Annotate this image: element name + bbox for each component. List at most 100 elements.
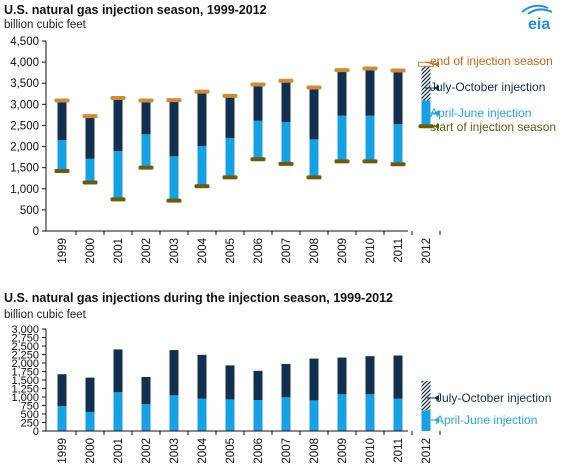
july-october-bar	[225, 365, 235, 400]
chart-1-y-tick-label: 0	[33, 226, 39, 238]
july-october-bar	[281, 364, 291, 398]
chart-2-x-tick-label: 2012	[421, 438, 433, 464]
end-of-season-marker	[166, 98, 182, 103]
chart-2-y-tick-label: 0	[33, 426, 39, 438]
legend-april-june-injection-arrow	[434, 110, 439, 116]
chart-2-y-tick-label: 2,750	[11, 333, 39, 345]
chart-2-y-tick-label: 2,500	[11, 341, 39, 353]
chart-1-x-tick-label: 2011	[393, 238, 405, 263]
chart-1-y-tick-label: 4,000	[10, 57, 39, 69]
july-october-bar	[393, 355, 403, 399]
chart-2-x-tick-label: 2006	[253, 438, 265, 464]
end-of-season-marker	[194, 89, 210, 94]
end-of-season-marker	[390, 68, 406, 73]
chart-1-y-tick-label: 2,000	[10, 142, 39, 154]
april-june-bar	[309, 400, 319, 431]
april-june-bar	[337, 394, 347, 431]
legend-2-july-october-injection-arrow	[434, 395, 439, 401]
legend-april-june-injection-label: April-June injection	[430, 106, 531, 120]
april-june-bar	[169, 156, 179, 201]
chart-2-title: U.S. natural gas injections during the i…	[4, 291, 394, 305]
july-october-bar	[421, 64, 431, 101]
chart-1-y-tick-label: 3,500	[10, 78, 39, 90]
july-october-bar	[57, 374, 67, 407]
april-june-bar	[85, 158, 95, 183]
july-october-bar	[225, 95, 235, 139]
legend-july-october-injection-label: July-October injection	[430, 80, 545, 94]
chart-2-y-tick-label: 2,250	[11, 350, 39, 362]
start-of-season-marker	[82, 180, 98, 185]
chart-1-y-tick-label: 4,500	[10, 36, 39, 48]
chart-2-x-tick-label: 2009	[337, 438, 349, 464]
april-june-bar	[393, 124, 403, 165]
april-june-bar	[365, 394, 375, 431]
chart-1-x-tick-label: 2006	[253, 238, 265, 264]
legend-july-october-injection-arrow	[434, 85, 439, 91]
chart-1-y-tick-label: 500	[20, 205, 39, 217]
legend-2-april-june-injection-label: April-June injection	[436, 413, 537, 427]
chart-2-y-tick-label: 2,000	[11, 358, 39, 370]
april-june-bar	[281, 122, 291, 164]
end-of-season-marker	[334, 68, 350, 73]
july-october-bar	[113, 98, 123, 152]
start-of-season-marker	[306, 175, 322, 180]
chart-1-x-tick-label: 2000	[85, 238, 97, 264]
chart-2-y-tick-label: 1,750	[11, 367, 39, 379]
legend-2-july-october-injection-label: July-October injection	[436, 391, 551, 405]
chart-1-x-tick-label: 2008	[309, 238, 321, 264]
chart-2-x-tick-label: 2002	[141, 438, 153, 464]
logo-text: eia	[528, 16, 550, 32]
july-october-bar	[141, 376, 151, 405]
chart-2-x-tick-label: 2003	[169, 438, 181, 464]
april-june-bar	[113, 151, 123, 200]
april-june-bar	[225, 399, 235, 431]
july-october-bar	[309, 358, 319, 401]
chart-2-y-tick-label: 3,000	[11, 324, 39, 336]
april-june-bar	[197, 398, 207, 431]
eia-logo: eia	[521, 4, 553, 32]
chart-2-x-tick-label: 2008	[309, 438, 321, 464]
chart-2-y-tick-label: 1,250	[11, 384, 39, 396]
legend-end-of-injection-season-leader	[424, 61, 436, 65]
july-october-bar	[365, 356, 375, 395]
start-of-season-marker	[138, 165, 154, 170]
start-of-season-marker	[334, 159, 350, 164]
legend-start-of-injection-season-label: start of injection season	[430, 120, 556, 134]
april-june-bar	[253, 400, 263, 431]
chart-1-y-tick-label: 2,500	[10, 120, 39, 132]
start-of-season-marker	[250, 157, 266, 162]
injection-season-chart: 0 500 1,000 1,500 2,000 2,500 3,000 3,500 4,000 4…	[10, 36, 556, 264]
end-of-season-marker	[278, 78, 294, 83]
april-june-bar	[169, 395, 179, 431]
chart-1-y-tick-label: 1,000	[10, 184, 39, 196]
april-june-bar	[365, 115, 375, 162]
start-of-season-marker	[110, 197, 126, 202]
july-october-bar	[337, 357, 347, 395]
start-of-season-marker	[222, 175, 238, 180]
chart-1-x-tick-label: 2003	[169, 238, 181, 264]
chart-1-x-tick-label: 1999	[57, 238, 69, 264]
end-of-season-marker	[222, 93, 238, 98]
july-october-bar	[141, 100, 151, 135]
legend-start-of-injection-season-arrow	[434, 123, 439, 130]
end-of-season-marker	[82, 114, 98, 119]
chart-1-y-tick-label: 3,000	[10, 99, 39, 111]
april-june-bar	[225, 138, 235, 178]
april-june-bar	[141, 404, 151, 431]
april-june-bar	[113, 392, 123, 431]
july-october-bar	[57, 100, 67, 141]
july-october-bar	[197, 354, 207, 399]
start-of-season-marker	[418, 124, 434, 129]
chart-2-y-tick-label: 250	[21, 418, 39, 430]
april-june-bar	[57, 406, 67, 431]
chart-2-y-tick-label: 1,000	[11, 392, 39, 404]
july-october-bar	[253, 84, 263, 121]
april-june-bar	[281, 397, 291, 431]
chart-1-x-tick-label: 2007	[281, 238, 293, 264]
end-of-season-marker	[362, 66, 378, 71]
chart-2-y-tick-label: 1,500	[11, 375, 39, 387]
july-october-bar	[85, 116, 95, 159]
july-october-bar	[169, 350, 179, 396]
chart-1-title: U.S. natural gas injection season, 1999-…	[4, 3, 267, 17]
